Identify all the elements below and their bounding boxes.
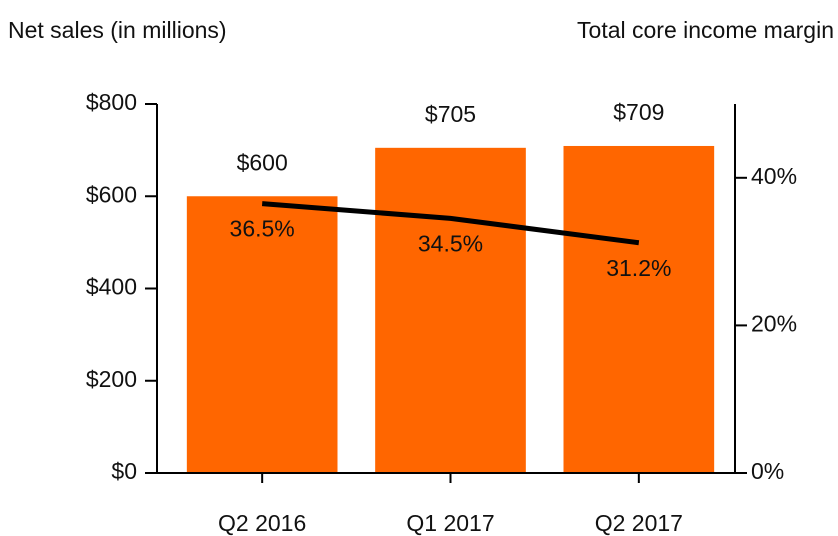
- y-tick-label: $0: [111, 458, 137, 484]
- bar-value-label: $705: [425, 101, 476, 127]
- line-value-label: 36.5%: [230, 216, 295, 242]
- x-tick-label: Q2 2016: [218, 510, 306, 536]
- y2-tick-label: 40%: [751, 163, 797, 189]
- bars: [186, 145, 715, 473]
- bar: [186, 196, 338, 473]
- line: [261, 201, 640, 246]
- y-tick-label: $200: [86, 366, 137, 392]
- bar-value-label: $709: [613, 99, 664, 125]
- y2-axis-title: Total core income margin: [577, 17, 834, 43]
- y2-tick-label: 20%: [751, 310, 797, 336]
- bar: [375, 147, 526, 473]
- bar-value-label: $600: [237, 149, 288, 175]
- y-tick-label: $400: [86, 274, 137, 300]
- lines: [261, 201, 640, 246]
- y-tick-label: $800: [86, 89, 137, 115]
- bar: [563, 145, 715, 473]
- line-value-label: 34.5%: [418, 230, 483, 256]
- x-tick-label: Q1 2017: [406, 510, 494, 536]
- line-value-label: 31.2%: [606, 255, 671, 281]
- y2-tick-label: 0%: [751, 458, 784, 484]
- y-tick-label: $600: [86, 181, 137, 207]
- y-axis-title: Net sales (in millions): [8, 17, 227, 43]
- x-tick-label: Q2 2017: [595, 510, 683, 536]
- labels: $600 $705 $709 36.5% 34.5% 31.2%: [230, 99, 672, 281]
